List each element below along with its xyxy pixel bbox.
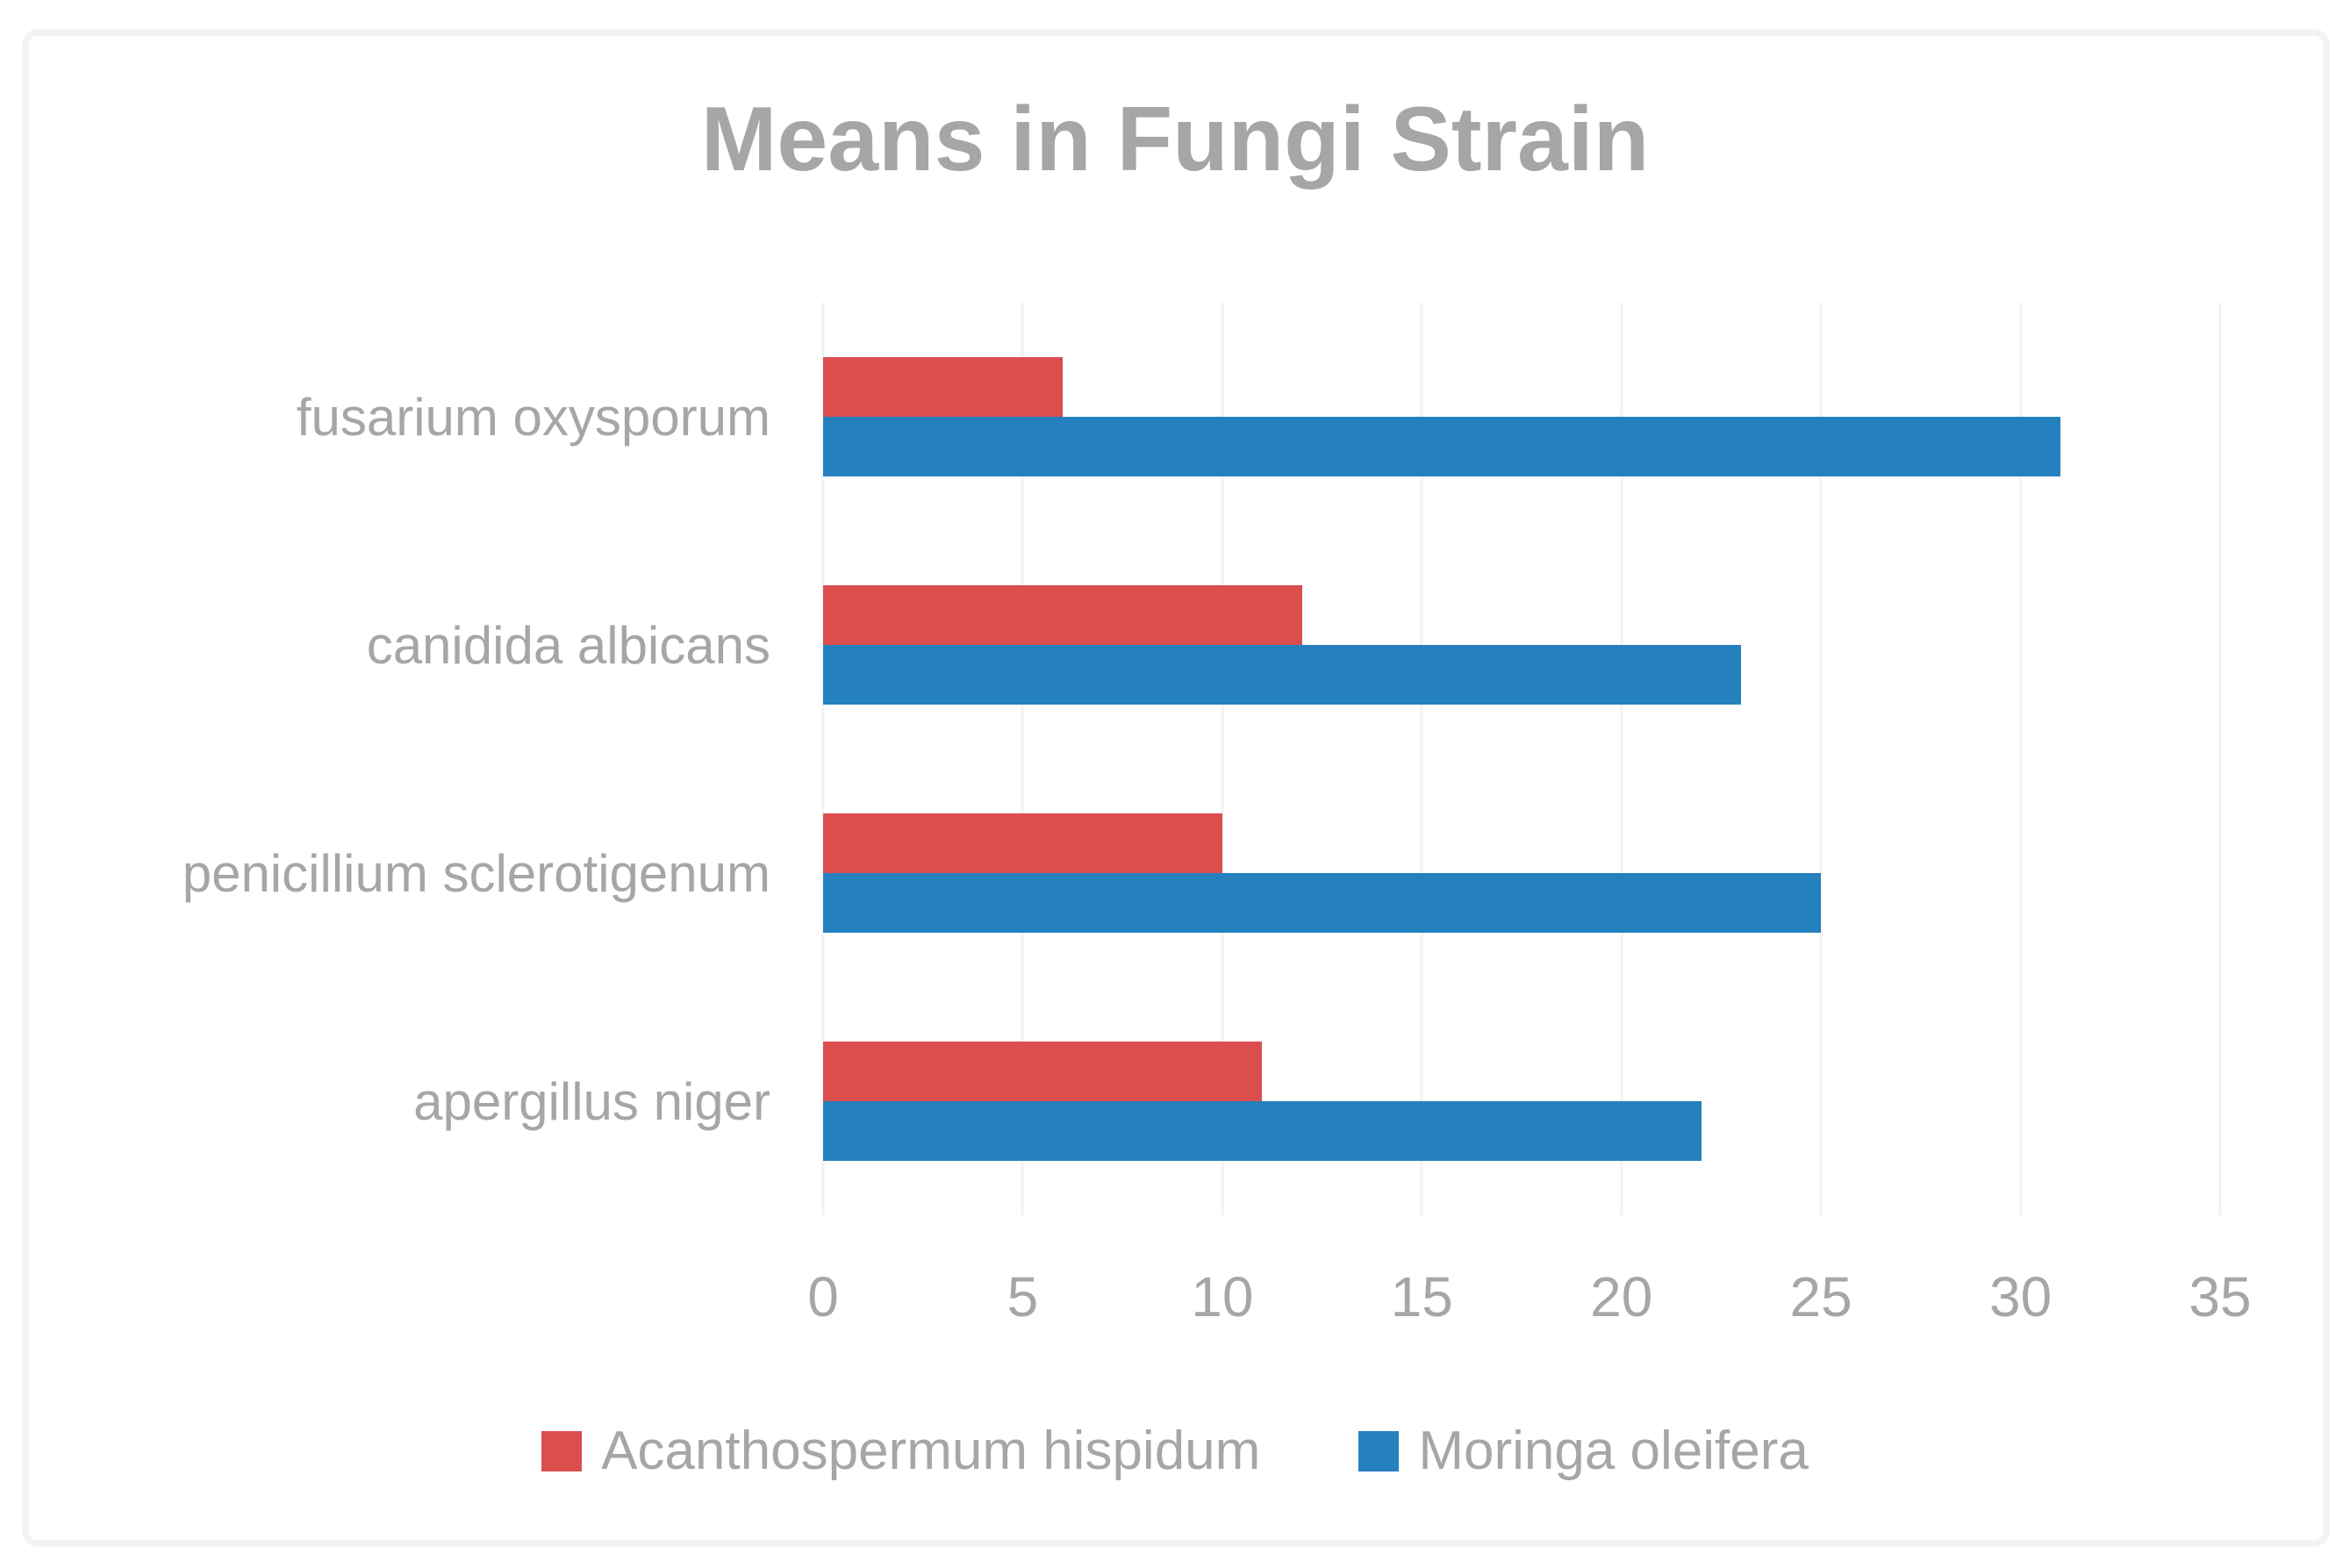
x-tick-label: 35 [2189,1265,2252,1328]
bar-moringa-oleifera [823,645,1742,705]
gridline [1819,303,1823,1215]
gridline [2019,303,2023,1215]
chart-title: Means in Fungi Strain [700,89,1650,190]
bar-moringa-oleifera [823,873,1822,933]
x-tick-label: 0 [807,1265,839,1328]
gridline [1420,303,1423,1215]
legend-item-acanthospermum: Acanthospermum hispidum [541,1420,1260,1482]
legend-swatch-acanthospermum-icon [541,1430,583,1471]
bar-acanthospermum-hispidum [823,585,1302,645]
x-tick-label: 30 [1988,1265,2053,1328]
legend: Acanthospermum hispidum Moringa oleifera [0,1420,2350,1482]
legend-label-acanthospermum: Acanthospermum hispidum [601,1421,1261,1481]
category-label: penicillium sclerotigenum [182,843,770,903]
value-axis: 0 5 10 15 20 25 30 35 [0,1264,2350,1335]
x-tick-label: 20 [1590,1265,1653,1328]
category-label: canidida albicans [366,615,770,675]
plot-area [821,303,2222,1215]
bar-moringa-oleifera [823,1101,1702,1161]
legend-item-moringa: Moringa oleifera [1358,1420,1809,1482]
gridline [821,303,825,1215]
category-label: apergillus niger [413,1071,770,1131]
category-axis: fusarium oxysporum canidida albicans penic… [0,303,770,1215]
chart-frame [22,29,2330,1547]
bar-acanthospermum-hispidum [823,1042,1263,1101]
gridline [1221,303,1224,1215]
x-tick-label: 5 [1007,1265,1039,1328]
gridline [2218,303,2222,1215]
gridline [1620,303,1623,1215]
bar-acanthospermum-hispidum [823,813,1222,873]
x-tick-label: 25 [1789,1265,1852,1328]
bar-moringa-oleifera [823,417,2061,476]
legend-swatch-moringa-icon [1358,1430,1400,1471]
x-tick-label: 10 [1191,1265,1254,1328]
legend-label-moringa: Moringa oleifera [1418,1421,1809,1481]
bar-acanthospermum-hispidum [823,357,1063,417]
category-label: fusarium oxysporum [296,387,770,447]
gridline [1021,303,1024,1215]
x-tick-label: 15 [1390,1265,1453,1328]
